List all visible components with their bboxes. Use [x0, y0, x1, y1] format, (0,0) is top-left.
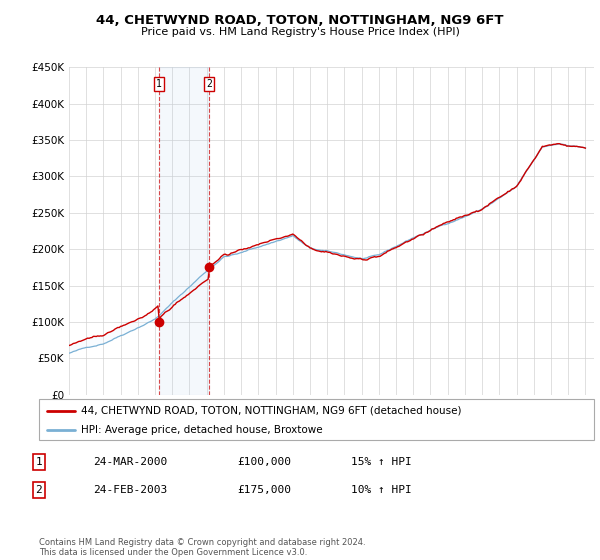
Text: Contains HM Land Registry data © Crown copyright and database right 2024.
This d: Contains HM Land Registry data © Crown c…: [39, 538, 365, 557]
Text: £175,000: £175,000: [237, 485, 291, 495]
Bar: [159, 67, 209, 395]
Text: 1: 1: [156, 78, 162, 88]
Text: 24-FEB-2003: 24-FEB-2003: [93, 485, 167, 495]
Text: Price paid vs. HM Land Registry's House Price Index (HPI): Price paid vs. HM Land Registry's House …: [140, 27, 460, 37]
Text: 10% ↑ HPI: 10% ↑ HPI: [351, 485, 412, 495]
Text: 1: 1: [35, 457, 43, 467]
Text: 2: 2: [35, 485, 43, 495]
Text: 24-MAR-2000: 24-MAR-2000: [93, 457, 167, 467]
FancyBboxPatch shape: [39, 399, 594, 440]
Text: £100,000: £100,000: [237, 457, 291, 467]
Text: 15% ↑ HPI: 15% ↑ HPI: [351, 457, 412, 467]
Text: HPI: Average price, detached house, Broxtowe: HPI: Average price, detached house, Brox…: [80, 424, 322, 435]
Text: 44, CHETWYND ROAD, TOTON, NOTTINGHAM, NG9 6FT (detached house): 44, CHETWYND ROAD, TOTON, NOTTINGHAM, NG…: [80, 405, 461, 416]
Text: 44, CHETWYND ROAD, TOTON, NOTTINGHAM, NG9 6FT: 44, CHETWYND ROAD, TOTON, NOTTINGHAM, NG…: [96, 14, 504, 27]
Text: 2: 2: [206, 78, 212, 88]
